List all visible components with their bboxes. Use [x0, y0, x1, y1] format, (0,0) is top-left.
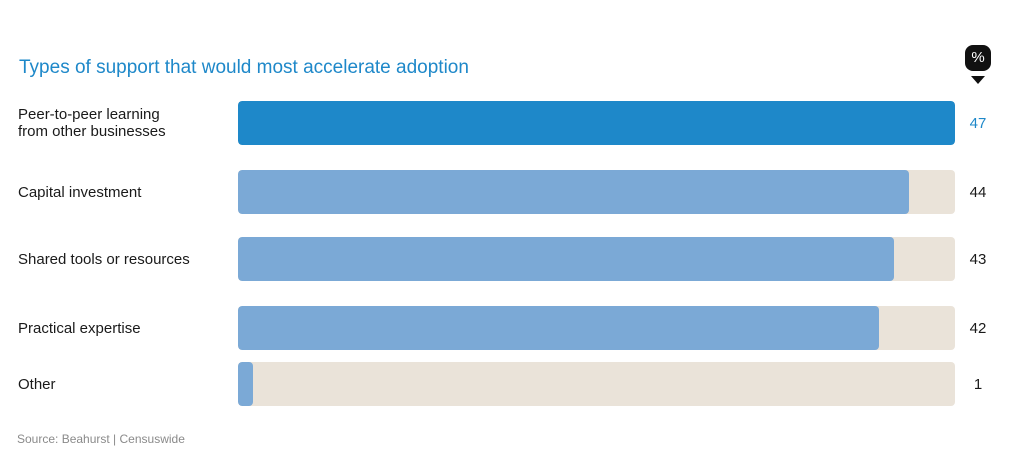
bar-track	[238, 237, 955, 281]
bar	[238, 101, 955, 145]
bar-track	[238, 306, 955, 350]
chart-title: Types of support that would most acceler…	[19, 57, 469, 78]
bar-row: Peer-to-peer learning from other busines…	[0, 101, 1024, 145]
bar-track	[238, 170, 955, 214]
category-label: Practical expertise	[18, 319, 141, 337]
bar-row: Capital investment 44	[0, 170, 1024, 214]
bar	[238, 237, 894, 281]
category-label: Peer-to-peer learning from other busines…	[18, 106, 166, 140]
category-label: Shared tools or resources	[18, 250, 190, 268]
value-label: 43	[969, 250, 987, 268]
category-label: Capital investment	[18, 183, 142, 201]
bar-row: Practical expertise 42	[0, 306, 1024, 350]
bar	[238, 170, 910, 214]
bar	[238, 362, 254, 406]
bar-row: Shared tools or resources 43	[0, 237, 1024, 281]
source-note: Source: Beahurst | Censuswide	[17, 432, 185, 446]
value-label: 1	[973, 375, 983, 393]
category-label: Other	[18, 375, 56, 393]
unit-badge: %	[965, 45, 991, 71]
bar-track	[238, 362, 955, 406]
caret-down-icon	[971, 76, 985, 84]
bar	[238, 306, 879, 350]
value-label: 47	[969, 114, 987, 132]
value-label: 44	[969, 183, 987, 201]
bar-row: Other 1	[0, 362, 1024, 406]
bar-track	[238, 101, 955, 145]
value-label: 42	[969, 319, 987, 337]
